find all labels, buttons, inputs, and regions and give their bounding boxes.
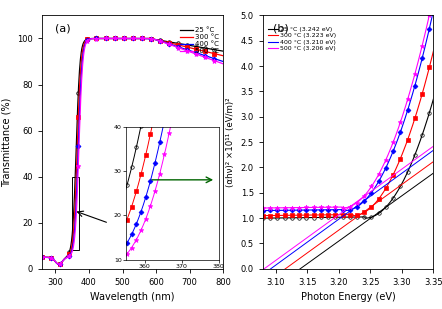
500 °C <box>176 46 182 50</box>
500 °C (3.206 eV) <box>428 7 434 11</box>
500 °C <box>221 62 226 66</box>
400 °C <box>221 60 226 63</box>
400 °C <box>86 37 91 41</box>
300 °C <box>147 37 152 40</box>
25 °C (3.242 eV) <box>260 216 266 220</box>
500 °C (3.206 eV) <box>429 4 434 8</box>
400 °C (3.210 eV) <box>274 209 279 212</box>
300 °C (3.223 eV) <box>391 172 396 176</box>
400 °C (3.210 eV) <box>297 208 303 212</box>
500 °C <box>86 38 91 41</box>
300 °C <box>176 43 182 47</box>
25 °C <box>176 42 182 45</box>
500 °C <box>56 262 61 266</box>
25 °C <box>72 197 77 200</box>
Line: 400 °C (3.210 eV): 400 °C (3.210 eV) <box>263 6 434 210</box>
Line: 300 °C: 300 °C <box>42 39 223 264</box>
400 °C <box>161 40 166 44</box>
400 °C (3.210 eV) <box>400 125 405 129</box>
300 °C <box>143 37 149 40</box>
500 °C (3.206 eV) <box>347 205 353 208</box>
500 °C <box>39 256 45 259</box>
300 °C (3.223 eV) <box>260 214 266 218</box>
300 °C (3.223 eV) <box>291 214 296 217</box>
Line: 25 °C: 25 °C <box>42 39 223 264</box>
500 °C (3.206 eV) <box>303 206 308 210</box>
25 °C <box>142 37 148 40</box>
400 °C <box>147 37 152 40</box>
25 °C (3.242 eV) <box>362 216 368 220</box>
Legend: 25 °C, 300 °C, 400 °C, 500 °C: 25 °C, 300 °C, 400 °C, 500 °C <box>180 27 220 55</box>
25 °C <box>39 256 45 259</box>
Line: 25 °C (3.242 eV): 25 °C (3.242 eV) <box>263 89 436 218</box>
300 °C <box>161 40 166 43</box>
25 °C <box>147 37 152 40</box>
400 °C <box>122 37 127 40</box>
25 °C (3.242 eV) <box>376 212 381 215</box>
300 °C (3.223 eV) <box>376 197 381 201</box>
400 °C (3.210 eV) <box>260 209 266 212</box>
25 °C (3.242 eV) <box>291 216 296 220</box>
500 °C <box>145 37 150 40</box>
400 °C <box>56 262 61 266</box>
400 °C (3.210 eV) <box>432 4 437 7</box>
500 °C <box>122 37 127 40</box>
400 °C (3.210 eV) <box>348 208 353 212</box>
300 °C <box>72 217 77 220</box>
Line: 300 °C (3.223 eV): 300 °C (3.223 eV) <box>263 39 436 216</box>
400 °C (3.210 eV) <box>318 208 323 212</box>
Line: 400 °C: 400 °C <box>42 39 223 264</box>
Y-axis label: (αhν)² ×10¹¹ (eV/m)²: (αhν)² ×10¹¹ (eV/m)² <box>226 97 235 187</box>
25 °C (3.242 eV) <box>339 215 344 219</box>
Bar <box>72 177 79 250</box>
500 °C <box>147 37 152 40</box>
400 °C <box>176 45 182 49</box>
25 °C (3.242 eV) <box>434 87 439 91</box>
500 °C (3.206 eV) <box>346 205 351 209</box>
300 °C <box>86 37 91 41</box>
400 °C <box>39 256 45 259</box>
X-axis label: Wavelength (nm): Wavelength (nm) <box>90 292 175 303</box>
300 °C <box>122 37 127 40</box>
300 °C <box>39 256 45 259</box>
Legend: 25 °C (3.242 eV), 300 °C (3.223 eV), 400 °C (3.210 eV), 500 °C (3.206 eV): 25 °C (3.242 eV), 300 °C (3.223 eV), 400… <box>268 26 336 52</box>
Line: 500 °C (3.206 eV): 500 °C (3.206 eV) <box>263 6 431 208</box>
25 °C <box>221 49 226 53</box>
500 °C (3.206 eV) <box>420 43 425 46</box>
25 °C (3.242 eV) <box>305 216 310 219</box>
25 °C <box>161 39 166 43</box>
400 °C (3.210 eV) <box>276 209 281 212</box>
Text: (b): (b) <box>273 23 289 33</box>
Y-axis label: Transmittance (%): Transmittance (%) <box>2 97 11 187</box>
500 °C <box>161 40 166 44</box>
25 °C <box>122 37 127 40</box>
300 °C (3.223 eV) <box>434 37 439 41</box>
500 °C (3.206 eV) <box>260 206 266 210</box>
Text: (a): (a) <box>55 23 70 33</box>
300 °C (3.223 eV) <box>339 213 344 217</box>
Line: 500 °C: 500 °C <box>42 39 223 264</box>
300 °C <box>221 54 226 57</box>
400 °C <box>145 37 150 40</box>
25 °C <box>56 262 61 266</box>
X-axis label: Photon Energy (eV): Photon Energy (eV) <box>301 292 396 303</box>
400 °C <box>72 231 77 235</box>
300 °C (3.223 eV) <box>362 210 368 214</box>
25 °C (3.242 eV) <box>391 196 396 199</box>
500 °C (3.206 eV) <box>294 206 300 210</box>
25 °C <box>86 37 91 40</box>
500 °C <box>72 238 77 242</box>
300 °C <box>56 262 61 266</box>
300 °C (3.223 eV) <box>305 213 310 217</box>
